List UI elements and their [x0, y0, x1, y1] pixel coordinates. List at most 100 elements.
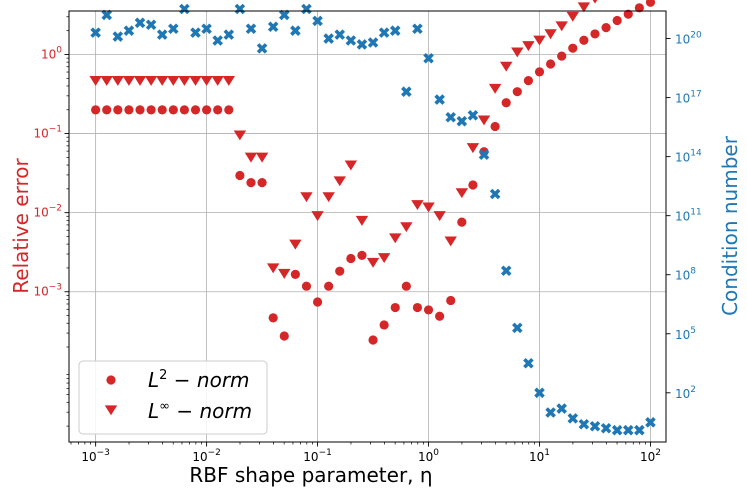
l2-norm-point	[490, 121, 500, 132]
linf-norm-point	[422, 202, 435, 213]
condition-number-point	[145, 19, 157, 31]
condition-number-point	[445, 112, 456, 123]
linf-norm-point	[189, 75, 202, 86]
data-marks	[89, 0, 656, 436]
l2-norm-point	[368, 335, 378, 345]
legend-marker-l2	[106, 375, 116, 385]
x-tick-label: 101	[529, 448, 550, 464]
linf-norm-point	[167, 75, 180, 86]
condition-number-point	[279, 9, 290, 21]
l2-norm-point	[201, 105, 212, 115]
legend-box	[78, 360, 268, 435]
l2-norm-point	[634, 3, 644, 13]
right-tick-label: 1011	[675, 208, 702, 224]
x-tick-label: 102	[640, 448, 661, 464]
condition-number-point	[467, 110, 479, 121]
condition-number-point	[600, 422, 612, 434]
l2-norm-point	[157, 105, 167, 115]
plot-frame	[68, 10, 667, 443]
linf-norm-point	[466, 143, 480, 154]
x-stroke	[279, 9, 290, 21]
condition-number-point	[179, 3, 190, 15]
condition-number-point	[90, 27, 101, 38]
linf-norm-point	[178, 75, 191, 86]
x-stroke	[367, 37, 379, 48]
x-stroke	[401, 86, 412, 97]
condition-number-point	[567, 413, 579, 424]
linf-norm-point	[133, 75, 147, 86]
x-stroke	[145, 19, 157, 31]
condition-number-point	[378, 27, 390, 38]
condition-number-point	[134, 17, 146, 29]
condition-number-point	[634, 424, 645, 436]
x-stroke	[445, 112, 456, 123]
x-stroke	[323, 33, 334, 44]
condition-number-point	[256, 43, 268, 54]
linf-norm-point	[455, 188, 469, 199]
linf-norm-point	[333, 176, 346, 187]
linf-norm-point	[522, 41, 535, 52]
x-stroke	[134, 17, 146, 29]
linf-norm-point	[89, 75, 102, 86]
x-stroke	[256, 43, 268, 54]
axes: 10−310−210−110010110210110010−110−210−31…	[33, 16, 702, 464]
grid	[69, 11, 666, 442]
condition-number-point	[489, 188, 501, 200]
l2-norm-point	[601, 23, 611, 33]
condition-number-point	[190, 27, 201, 38]
condition-number-point	[323, 33, 334, 44]
condition-number-point	[556, 403, 567, 414]
linf-norm-point	[122, 75, 136, 86]
l2-norm-point	[290, 269, 300, 279]
linf-norm-point	[278, 268, 291, 279]
linf-norm-point	[555, 21, 568, 32]
linf-norm-point	[222, 75, 235, 86]
condition-number-point	[234, 3, 246, 15]
l2-norm-point	[324, 281, 334, 291]
l2-norm-point	[301, 281, 312, 291]
left-tick-label: 10−1	[33, 125, 62, 141]
x-stroke	[245, 23, 257, 34]
l2-norm-point	[357, 250, 367, 260]
left-y-axis-label: Relative error	[9, 158, 33, 294]
x-stroke	[456, 115, 468, 127]
l2-norm-point	[279, 331, 289, 341]
x-stroke	[489, 188, 501, 200]
x-stroke	[500, 265, 512, 277]
left-tick-label: 10−3	[33, 283, 62, 299]
x-stroke	[412, 23, 423, 34]
linf-norm-point	[144, 75, 158, 86]
l2-norm-point	[135, 105, 145, 115]
x-stroke	[578, 419, 590, 430]
linf-norm-point	[377, 253, 391, 264]
x-stroke	[201, 23, 212, 34]
l2-norm-point	[645, 0, 656, 7]
condition-number-point	[312, 15, 323, 27]
left-tick-label: 100	[41, 45, 62, 61]
l2-norm-point	[623, 9, 633, 19]
x-stroke	[90, 27, 101, 38]
linf-norm-point	[100, 75, 113, 86]
condition-number-point	[334, 29, 346, 40]
condition-number-point	[245, 23, 257, 34]
linf-norm-point	[566, 11, 579, 22]
condition-number-point	[201, 23, 212, 34]
x-stroke	[301, 3, 312, 15]
linf-norm-point	[477, 115, 491, 126]
x-stroke	[267, 21, 279, 33]
condition-number-point	[212, 35, 223, 46]
linf-norm-point	[400, 222, 413, 233]
linf-norm-point	[344, 160, 358, 171]
condition-number-point	[101, 9, 113, 21]
l2-norm-point	[545, 59, 556, 69]
l2-norm-point	[335, 266, 345, 276]
l2-norm-point	[124, 105, 134, 115]
condition-number-point	[301, 3, 312, 15]
l2-norm-point	[312, 297, 323, 307]
x-stroke	[190, 27, 201, 38]
condition-number-point	[367, 37, 379, 48]
right-tick-label: 102	[675, 385, 696, 401]
l2-norm-point	[568, 43, 578, 53]
x-stroke	[534, 387, 545, 399]
